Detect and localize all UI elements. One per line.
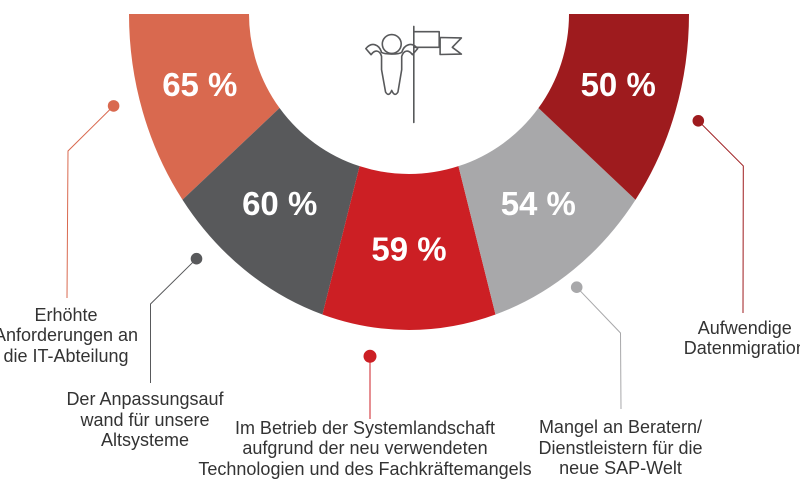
svg-text:65 %: 65 % <box>162 66 237 103</box>
svg-text:59 %: 59 % <box>371 231 446 268</box>
svg-text:60 %: 60 % <box>242 185 317 222</box>
svg-text:54 %: 54 % <box>501 185 576 222</box>
svg-text:50 %: 50 % <box>581 66 656 103</box>
